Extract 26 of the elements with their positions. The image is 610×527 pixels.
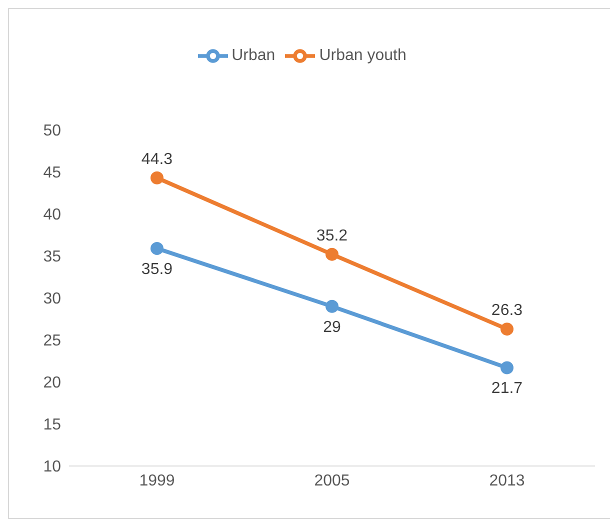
y-tick-label: 15 xyxy=(43,416,62,434)
legend-label: Urban youth xyxy=(319,47,406,64)
y-tick-label: 35 xyxy=(43,248,62,266)
y-tick-label: 20 xyxy=(43,374,62,392)
data-label: 35.2 xyxy=(316,227,348,244)
x-tick-label: 1999 xyxy=(139,472,175,490)
data-label: 29 xyxy=(323,318,341,336)
y-tick-label: 25 xyxy=(43,332,62,350)
y-tick-label: 30 xyxy=(43,290,62,308)
point xyxy=(500,361,514,374)
data-label: 21.7 xyxy=(491,380,523,398)
x-tick-label: 2005 xyxy=(314,472,350,490)
point xyxy=(326,248,338,261)
y-tick-label: 40 xyxy=(43,206,62,224)
point xyxy=(500,322,514,336)
y-tick-label: 10 xyxy=(43,458,62,476)
x-tick-label: 2013 xyxy=(489,472,525,490)
point xyxy=(326,300,338,313)
data-label: 26.3 xyxy=(491,302,523,320)
point xyxy=(150,171,164,184)
data-label: 44.3 xyxy=(141,150,173,168)
point xyxy=(150,242,164,255)
y-tick-label: 45 xyxy=(43,164,62,182)
data-label: 35.9 xyxy=(141,260,173,278)
legend-label: Urban xyxy=(232,47,276,64)
y-tick-label: 50 xyxy=(43,122,62,140)
